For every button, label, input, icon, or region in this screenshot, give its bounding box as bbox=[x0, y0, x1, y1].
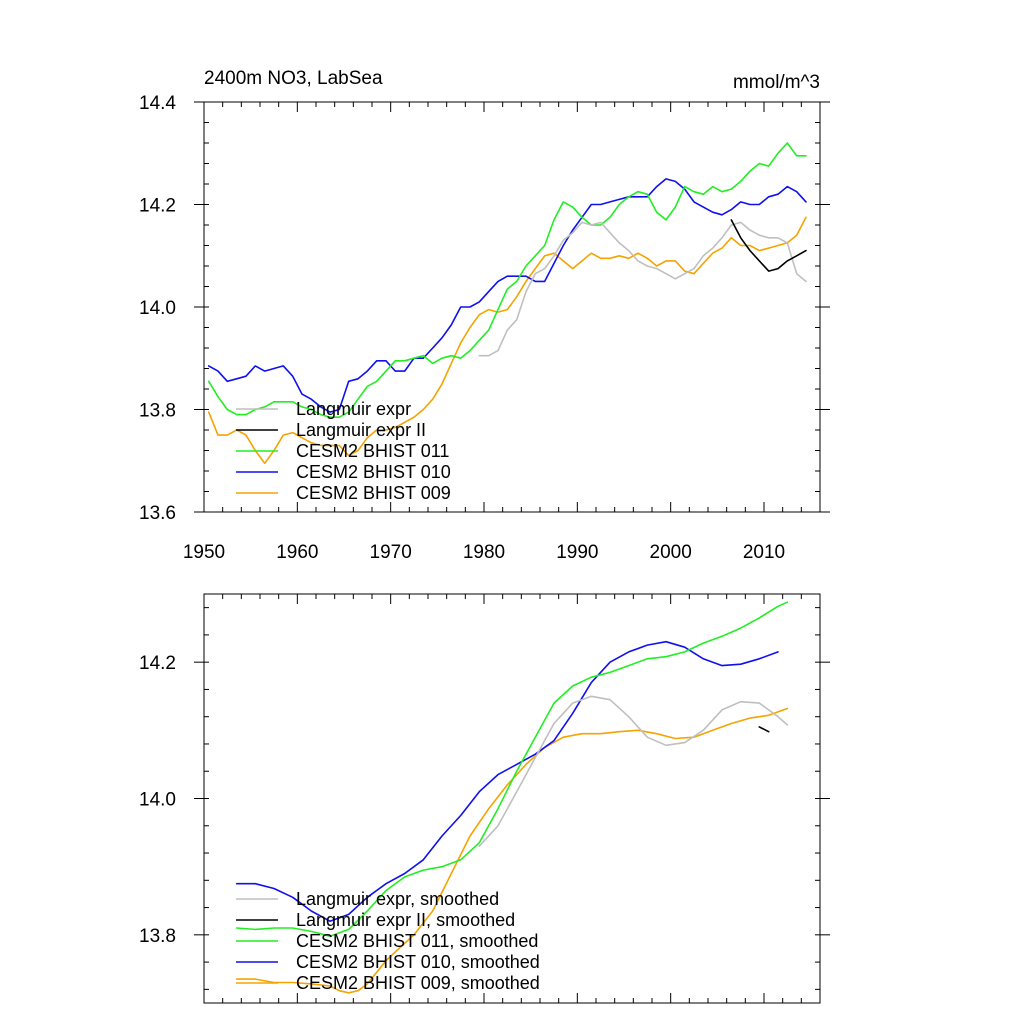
legend-label-langmuir-expr-ii: Langmuir expr II bbox=[296, 420, 426, 440]
y-tick-label-14-4: 14.4 bbox=[139, 93, 176, 114]
series-line-cesm2-bhist-011-smoothed bbox=[235, 601, 789, 938]
legend-label-cesm2-bhist-010-smoothed: CESM2 BHIST 010, smoothed bbox=[296, 952, 540, 972]
legend-label-cesm2-bhist-011-smoothed: CESM2 BHIST 011, smoothed bbox=[296, 931, 538, 951]
x-tick-label-1980: 1980 bbox=[463, 542, 505, 563]
top-panel: 1950 1960 1970 1980 1990 2000 2010 13.6 13.8 14.0… bbox=[139, 68, 830, 563]
y-tick-label-14-0: 14.0 bbox=[139, 298, 176, 319]
x-tick-label-2010: 2010 bbox=[743, 542, 785, 563]
legend-label-cesm2-bhist-009-smoothed: CESM2 BHIST 009, smoothed bbox=[296, 973, 540, 993]
y-tick-label-13-8: 13.8 bbox=[139, 401, 176, 422]
y-tick-label-14-0: 14.0 bbox=[139, 790, 176, 811]
series-line-langmuir-expr-smoothed bbox=[478, 695, 789, 848]
legend-label-cesm2-bhist-009: CESM2 BHIST 009 bbox=[296, 483, 451, 503]
legend-label-cesm2-bhist-010: CESM2 BHIST 010 bbox=[296, 462, 451, 482]
legend-label-langmuir-expr-smoothed: Langmuir expr, smoothed bbox=[296, 889, 499, 909]
legend-label-langmuir-expr-ii-smoothed: Langmuir expr II, smoothed bbox=[296, 910, 515, 930]
y-tick-label-13-8: 13.8 bbox=[139, 926, 176, 947]
legend-label-langmuir-expr: Langmuir expr bbox=[296, 399, 411, 419]
y-tick-label-14-2: 14.2 bbox=[139, 653, 176, 674]
series-line-cesm2-bhist-011 bbox=[207, 142, 807, 419]
series-line-langmuir-expr-ii-smoothed bbox=[758, 726, 770, 733]
series-line-cesm2-bhist-009-smoothed bbox=[235, 707, 789, 994]
series-group bbox=[235, 601, 789, 994]
series-line-langmuir-expr-ii bbox=[730, 219, 807, 272]
x-tick-label-1950: 1950 bbox=[183, 542, 225, 563]
series-line-langmuir-expr bbox=[478, 221, 807, 357]
x-tick-label-1960: 1960 bbox=[276, 542, 318, 563]
x-tick-label-1990: 1990 bbox=[556, 542, 598, 563]
y-tick-label-13-6: 13.6 bbox=[139, 503, 176, 524]
chart-title: 2400m NO3, LabSea bbox=[204, 68, 383, 89]
x-tick-label-1970: 1970 bbox=[370, 542, 412, 563]
series-line-cesm2-bhist-009 bbox=[207, 216, 807, 465]
series-line-cesm2-bhist-010 bbox=[207, 178, 807, 413]
bottom-panel: 13.8 14.0 14.2 Langmuir expr, smoothedLangm… bbox=[139, 593, 830, 1004]
series-group bbox=[207, 142, 807, 465]
y-tick-label-14-2: 14.2 bbox=[139, 196, 176, 217]
x-tick-label-2000: 2000 bbox=[650, 542, 692, 563]
legend-label-cesm2-bhist-011: CESM2 BHIST 011 bbox=[296, 441, 449, 461]
chart-units: mmol/m^3 bbox=[733, 72, 820, 93]
series-line-cesm2-bhist-010-smoothed bbox=[235, 640, 779, 923]
